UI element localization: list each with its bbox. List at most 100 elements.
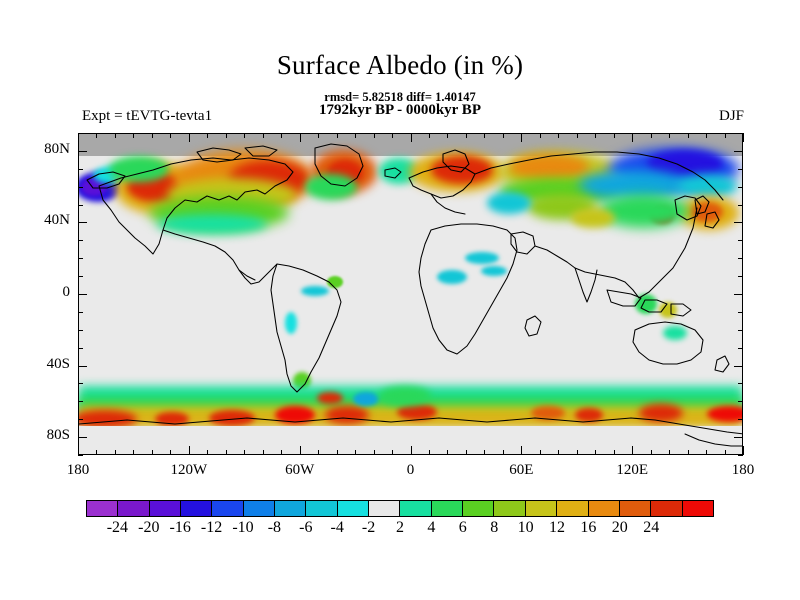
tick-mark [577, 450, 578, 455]
colorbar-cell-0 [87, 501, 119, 516]
anomaly-seaice-core-11 [317, 392, 343, 404]
colorbar-cell-2 [149, 501, 182, 516]
anomaly-usa-teal-edge [157, 214, 267, 234]
tick-mark [558, 133, 559, 138]
tick-mark [170, 450, 171, 455]
colorbar-tick--24: -24 [106, 519, 129, 536]
tick-mark [734, 151, 743, 152]
tick-mark [669, 133, 670, 138]
x-tick-label-120E: 120E [616, 462, 648, 478]
experiment-label: Expt = tEVTG-tevta1 [82, 108, 213, 124]
tick-mark [734, 366, 743, 367]
tick-mark [688, 450, 689, 455]
tick-mark [738, 205, 743, 206]
tick-mark [466, 133, 467, 138]
tick-mark [152, 133, 153, 138]
tick-mark [738, 169, 743, 170]
tick-mark [78, 366, 87, 367]
colorbar-cell-1 [118, 501, 150, 516]
tick-mark [738, 187, 743, 188]
x-tick-label-180: 180 [66, 462, 90, 478]
colorbar-tick-24: 24 [643, 519, 660, 536]
anomaly-tibet [571, 208, 615, 228]
y-tick-label-40S: 40S [46, 355, 70, 372]
tick-mark [738, 419, 743, 420]
colorbar-tick--16: -16 [169, 519, 191, 536]
tick-mark [632, 446, 633, 455]
tick-mark [734, 222, 743, 223]
tick-mark [189, 133, 190, 142]
colorbar-tick--4: -4 [330, 519, 344, 536]
tick-mark [244, 450, 245, 455]
period-label: 1792kyr BP - 0000kyr BP [319, 102, 481, 118]
tick-mark [706, 450, 707, 455]
anomaly-sahel-patch-1 [465, 252, 499, 264]
tick-mark [738, 133, 743, 134]
tick-mark [355, 450, 356, 455]
tick-mark [300, 446, 301, 455]
tick-mark [78, 401, 83, 402]
tick-mark [521, 133, 522, 142]
tick-mark [734, 437, 743, 438]
tick-mark [738, 240, 743, 241]
tick-mark [207, 133, 208, 138]
anomaly-ross-green [379, 386, 431, 406]
tick-mark [595, 133, 596, 138]
anomaly-japan-core [691, 202, 723, 222]
anomaly-sahel-patch-2 [481, 266, 507, 276]
tick-mark [133, 133, 134, 138]
tick-mark [738, 276, 743, 277]
colorbar-tick--8: -8 [267, 519, 282, 536]
tick-mark [337, 133, 338, 138]
tick-mark [189, 446, 190, 455]
tick-mark [78, 258, 83, 259]
colorbar[interactable] [86, 500, 714, 517]
tick-mark [78, 276, 83, 277]
tick-mark [632, 133, 633, 142]
tick-mark [743, 446, 744, 455]
tick-mark [614, 133, 615, 138]
tick-mark [78, 240, 83, 241]
colorbar-cell-10 [400, 501, 432, 516]
map-canvas [79, 134, 742, 454]
anomaly-seaice-core-2 [155, 412, 189, 426]
colorbar-tick-10: 10 [517, 519, 534, 536]
tick-mark [355, 133, 356, 138]
colorbar-tick-2: 2 [396, 519, 404, 536]
colorbar-tick-4: 4 [427, 519, 436, 536]
tick-mark [78, 169, 83, 170]
tick-mark [115, 450, 116, 455]
tick-mark [651, 450, 652, 455]
colorbar-cell-17 [619, 501, 652, 516]
tick-mark [318, 450, 319, 455]
tick-mark [738, 258, 743, 259]
colorbar-cell-19 [682, 501, 713, 516]
tick-mark [447, 450, 448, 455]
colorbar-tick--2: -2 [361, 519, 376, 536]
colorbar-cell-9 [369, 501, 401, 516]
tick-mark [78, 437, 87, 438]
tick-mark [595, 450, 596, 455]
anomaly-ne-brazil [327, 276, 343, 288]
tick-mark [374, 133, 375, 138]
tick-mark [78, 330, 83, 331]
y-tick-label-0: 0 [62, 284, 71, 300]
colorbar-cell-8 [337, 501, 370, 516]
tick-mark [115, 133, 116, 138]
tick-mark [78, 446, 79, 455]
colorbar-labels: -24 -20 -16 -12 -10 -8 -6 -4 -2 2 4 6 8 10 12 16 20 24 [86, 519, 714, 541]
tick-mark [78, 222, 87, 223]
map-plot-area[interactable] [78, 133, 743, 455]
anomaly-australia-patch [663, 326, 687, 340]
tick-mark [78, 455, 83, 456]
colorbar-tick-20: 20 [611, 519, 628, 536]
tick-mark [466, 450, 467, 455]
tick-mark [263, 133, 264, 138]
y-tick-label-80S: 80S [46, 427, 70, 444]
coastline-layer [79, 134, 742, 454]
anomaly-greenland-green [305, 174, 357, 200]
tick-mark [411, 446, 412, 455]
statistics-label: rmsd= 5.82518 diff= 1.40147 [324, 90, 476, 104]
colorbar-cell-3 [181, 501, 213, 516]
anomaly-caspian-cyan [487, 192, 531, 214]
